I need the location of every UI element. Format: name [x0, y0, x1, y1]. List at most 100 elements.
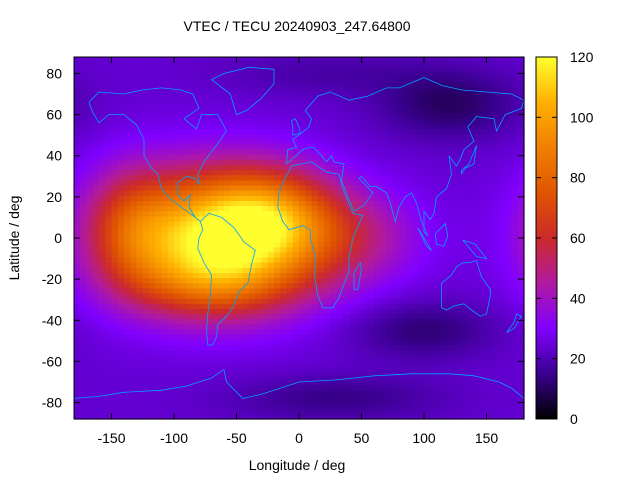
heatmap-cell [330, 344, 338, 351]
heatmap-cell [261, 236, 269, 243]
heatmap-cell [405, 226, 413, 233]
heatmap-cell [236, 324, 244, 331]
heatmap-cell [505, 92, 513, 99]
heatmap-cell [111, 164, 119, 171]
heatmap-cell [442, 216, 450, 223]
heatmap-cell [411, 154, 419, 161]
heatmap-cell [467, 103, 475, 110]
heatmap-cell [199, 339, 206, 346]
heatmap-cell [230, 62, 238, 68]
heatmap-cell [255, 272, 263, 279]
heatmap-cell [424, 314, 431, 320]
heatmap-cell [361, 103, 369, 110]
heatmap-cell [255, 314, 263, 320]
heatmap-cell [199, 175, 206, 182]
heatmap-cell [436, 180, 444, 187]
heatmap-cell [74, 190, 81, 197]
heatmap-cell [74, 375, 81, 382]
heatmap-cell [136, 329, 144, 336]
heatmap-cell [342, 139, 350, 146]
heatmap-cell [361, 242, 369, 248]
heatmap-cell [505, 314, 513, 320]
heatmap-cell [111, 308, 119, 315]
heatmap-cell [449, 92, 456, 99]
heatmap-cell [392, 272, 400, 279]
heatmap-cell [86, 283, 94, 289]
heatmap-cell [136, 103, 144, 110]
heatmap-cell [192, 206, 200, 212]
heatmap-cell [511, 278, 519, 284]
heatmap-cell [205, 226, 213, 233]
heatmap-cell [449, 221, 456, 228]
heatmap-cell [74, 216, 81, 223]
heatmap-cell [186, 257, 194, 264]
heatmap-cell [192, 190, 200, 197]
heatmap-cell [386, 350, 394, 356]
heatmap-cell [336, 123, 344, 130]
heatmap-cell [180, 242, 188, 248]
heatmap-cell [374, 92, 381, 99]
heatmap-cell [424, 216, 431, 223]
heatmap-cell [449, 180, 456, 187]
heatmap-cell [230, 355, 238, 361]
heatmap-cell [467, 226, 475, 233]
heatmap-cell [117, 211, 125, 217]
heatmap-cell [255, 113, 263, 120]
heatmap-cell [111, 82, 119, 89]
heatmap-cell [480, 108, 488, 115]
heatmap-cell [161, 406, 169, 413]
heatmap-cell [392, 375, 400, 382]
heatmap-cell [505, 319, 513, 325]
heatmap-cell [311, 278, 319, 284]
heatmap-cell [317, 87, 325, 94]
heatmap-cell [149, 170, 156, 176]
heatmap-cell [149, 411, 156, 418]
heatmap-cell [355, 170, 363, 176]
heatmap-cell [505, 154, 513, 161]
heatmap-cell [124, 324, 131, 331]
heatmap-cell [292, 128, 300, 135]
heatmap-cell [261, 170, 269, 176]
heatmap-cell [255, 386, 263, 392]
heatmap-cell [461, 164, 469, 171]
heatmap-cell [155, 159, 163, 166]
heatmap-cell [417, 308, 425, 315]
heatmap-cell [286, 365, 294, 372]
heatmap-cell [130, 293, 138, 300]
heatmap-cell [292, 211, 300, 217]
heatmap-cell [261, 350, 269, 356]
heatmap-cell [92, 118, 100, 125]
heatmap-cell [424, 350, 431, 356]
heatmap-cell [461, 144, 469, 151]
heatmap-cell [236, 334, 244, 341]
heatmap-cell [317, 206, 325, 212]
heatmap-cell [424, 247, 431, 253]
heatmap-cell [255, 170, 263, 176]
heatmap-cell [436, 406, 444, 413]
heatmap-cell [280, 242, 288, 248]
heatmap-cell [74, 221, 81, 228]
heatmap-cell [349, 334, 356, 341]
heatmap-cell [424, 211, 431, 217]
heatmap-cell [342, 319, 350, 325]
heatmap-cell [217, 98, 225, 104]
heatmap-cell [330, 200, 338, 207]
heatmap-cell [236, 206, 244, 212]
heatmap-cell [261, 370, 269, 377]
heatmap-cell [299, 319, 306, 325]
heatmap-cell [155, 103, 163, 110]
heatmap-cell [436, 288, 444, 295]
heatmap-cell [80, 159, 88, 166]
heatmap-cell [461, 272, 469, 279]
heatmap-cell [99, 139, 106, 146]
heatmap-cell [505, 231, 513, 238]
heatmap-cell [161, 293, 169, 300]
heatmap-cell [280, 175, 288, 182]
heatmap-cell [374, 391, 381, 397]
heatmap-cell [274, 308, 281, 315]
heatmap-cell [492, 216, 500, 223]
heatmap-cell [511, 334, 519, 341]
heatmap-cell [224, 87, 231, 94]
heatmap-cell [130, 87, 138, 94]
heatmap-cell [274, 170, 281, 176]
